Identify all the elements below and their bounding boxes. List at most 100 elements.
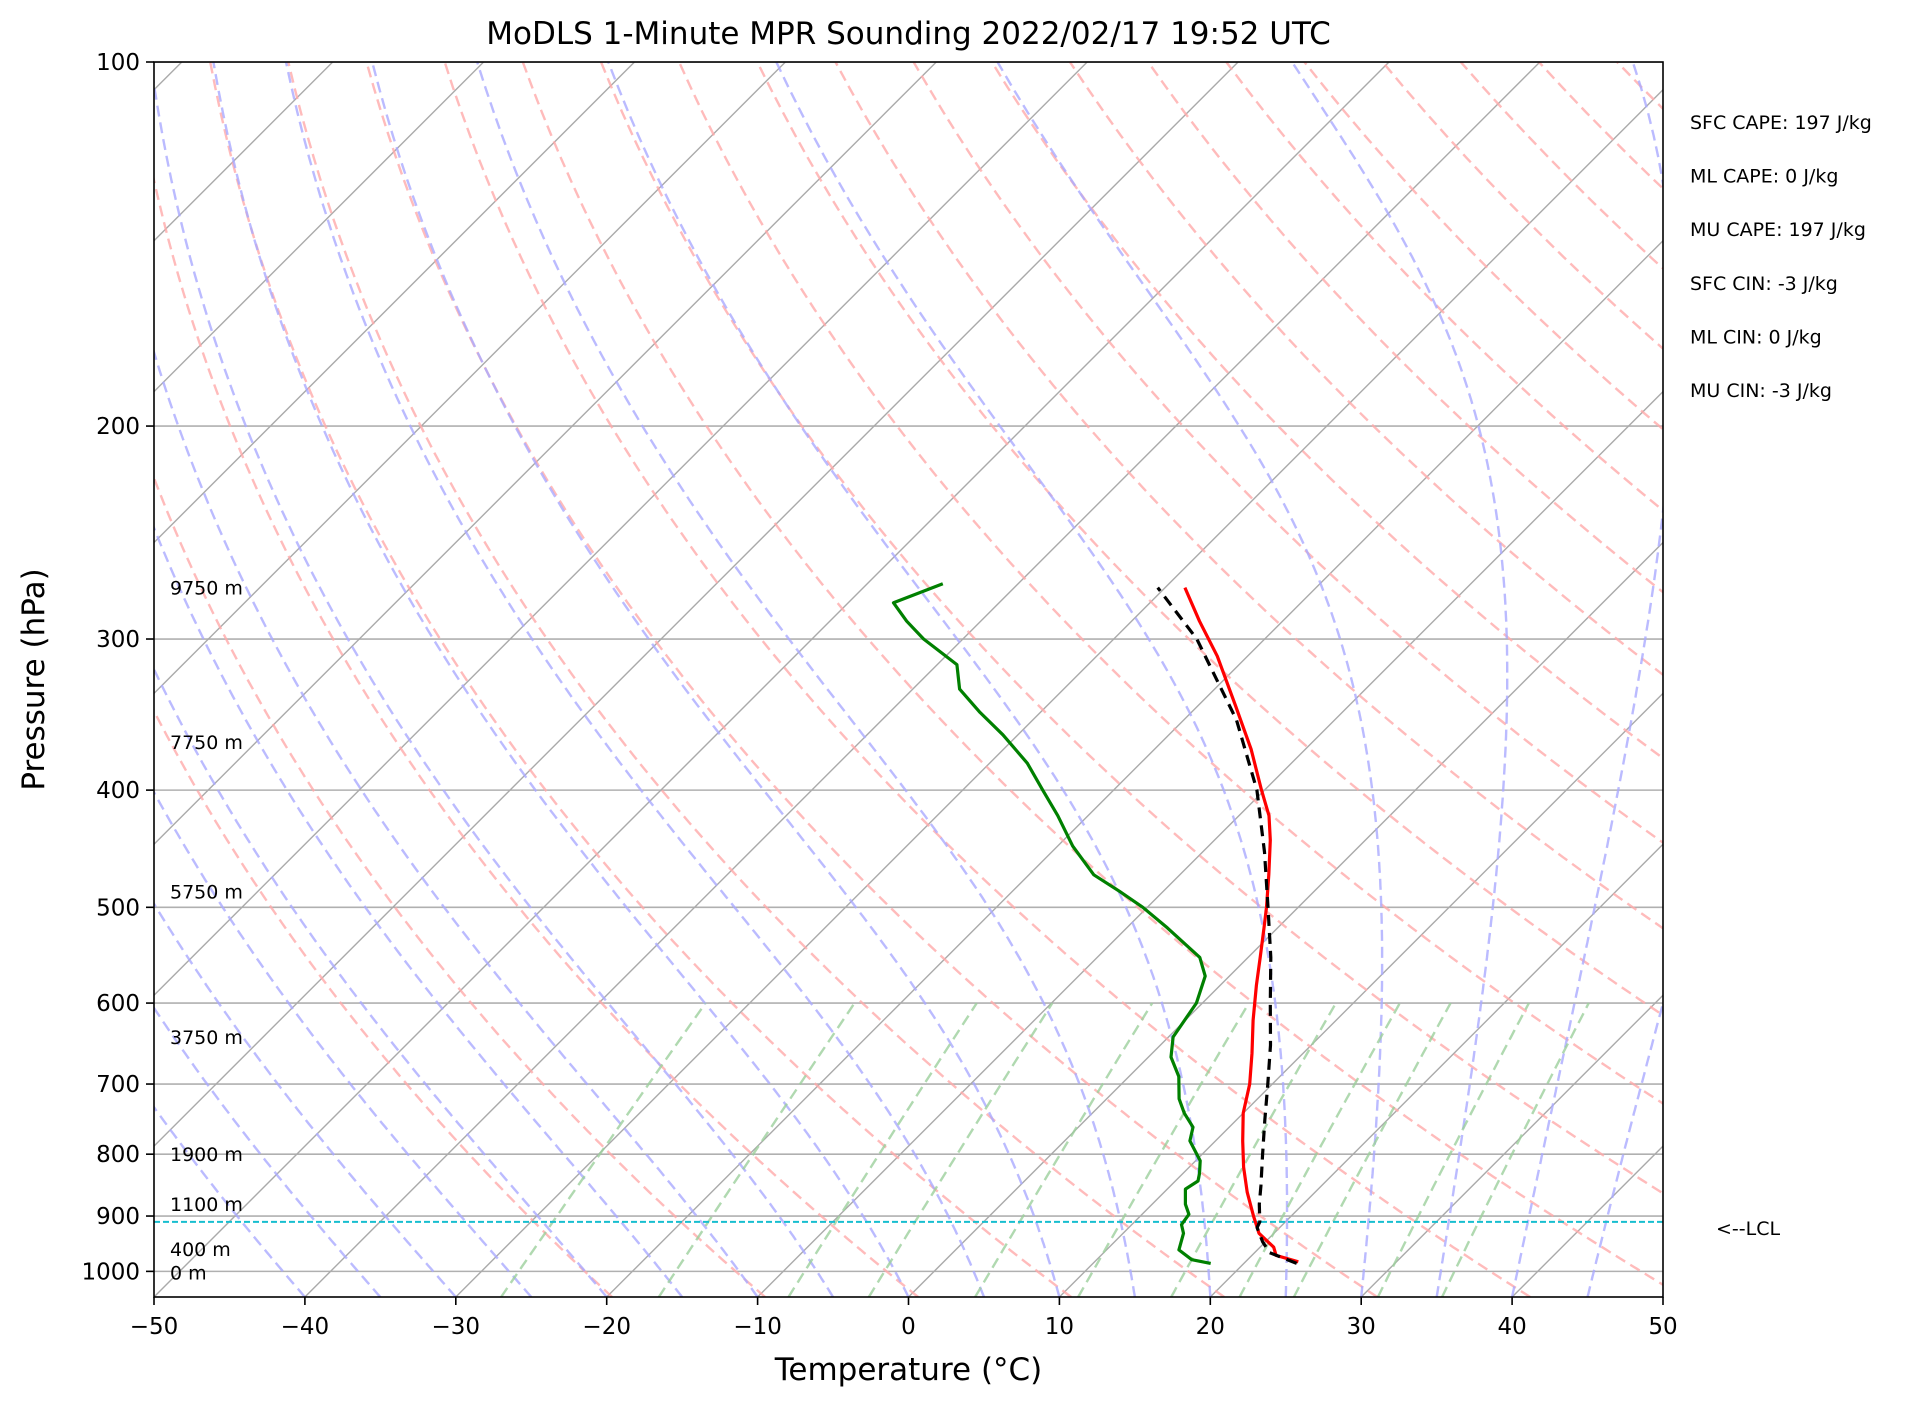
dry-adiabat-line xyxy=(1225,62,1663,512)
y-tick-label: 1000 xyxy=(81,1259,140,1285)
moist-adiabat-line xyxy=(154,789,533,1297)
height-label: 7750 m xyxy=(170,732,243,754)
mixing-ratio-line xyxy=(787,1002,978,1297)
moist-adiabat-line xyxy=(284,62,986,1297)
y-tick-label: 100 xyxy=(96,50,140,76)
dry-adiabat-line xyxy=(1616,62,1663,111)
x-axis-label: Temperature (°C) xyxy=(774,1352,1043,1388)
height-label: 1100 m xyxy=(170,1194,243,1216)
x-tick-label: −40 xyxy=(281,1314,330,1340)
isotherm-line xyxy=(908,541,1663,1297)
moist-adiabat-line xyxy=(371,62,1061,1297)
dry-adiabat-line xyxy=(1147,62,1663,594)
y-tick-label: 700 xyxy=(96,1072,140,1098)
annotations: 9750 m 7750 m 5750 m 3750 m 1900 m 1100 m 400 … xyxy=(170,112,1872,1284)
temperature-line xyxy=(1183,586,1299,1264)
isotherm-line xyxy=(1360,994,1663,1297)
stat-line: ML CIN: 0 J/kg xyxy=(1690,326,1822,348)
isotherm-line xyxy=(154,62,786,695)
height-label: 5750 m xyxy=(170,881,243,903)
isotherm-line xyxy=(154,62,937,846)
x-tick-label: 40 xyxy=(1497,1314,1526,1340)
isotherm-line xyxy=(1662,1296,1663,1297)
height-label: 3750 m xyxy=(170,1027,243,1049)
dry-adiabat-line xyxy=(154,708,613,1297)
dry-adiabat-line xyxy=(912,62,1663,845)
mixing-ratio-line xyxy=(1077,1002,1250,1297)
dry-adiabat-line xyxy=(1538,62,1663,191)
moist-adiabat-line xyxy=(1290,62,1509,1297)
mixing-ratio-line xyxy=(1292,1002,1452,1297)
dry-adiabat-line xyxy=(365,62,1378,1297)
moist-adiabat-line xyxy=(996,62,1384,1297)
dry-adiabat-line xyxy=(154,474,766,1297)
moist-adiabat-line xyxy=(1510,62,1663,1297)
plot-frame xyxy=(153,61,1664,1298)
dry-adiabat-line xyxy=(990,62,1663,760)
x-tick-label: 10 xyxy=(1045,1314,1074,1340)
y-tick-label: 500 xyxy=(96,895,140,921)
isotherm-line xyxy=(154,62,1239,1148)
dry-adiabat-line xyxy=(154,174,919,1297)
x-tick-label: −20 xyxy=(582,1314,631,1340)
stat-line: MU CAPE: 197 J/kg xyxy=(1690,219,1866,241)
x-tick-label: −10 xyxy=(733,1314,782,1340)
moist-adiabat-line xyxy=(154,524,684,1297)
dry-adiabat-line xyxy=(209,62,1072,1297)
moist-adiabat-line xyxy=(607,62,1212,1297)
moist-adiabat-line xyxy=(154,1005,382,1297)
x-tick-label: −50 xyxy=(130,1314,179,1340)
height-label: 400 m xyxy=(170,1239,231,1261)
moist-adiabat-line xyxy=(476,62,1136,1297)
isotherm-line xyxy=(455,88,1663,1297)
dewpoint-line xyxy=(891,582,1212,1265)
y-axis-label: Pressure (hPa) xyxy=(16,568,52,790)
x-tick-label: 0 xyxy=(901,1314,916,1340)
chart-title: MoDLS 1-Minute MPR Sounding 2022/02/17 1… xyxy=(486,16,1330,52)
mixing-ratio-line xyxy=(1170,1002,1337,1297)
stat-line: MU CIN: -3 J/kg xyxy=(1690,380,1832,402)
dry-adiabat-line xyxy=(678,62,1663,1105)
stat-line: SFC CIN: -3 J/kg xyxy=(1690,273,1838,295)
dry-adiabat-line xyxy=(1773,62,1911,1297)
dry-adiabat-line xyxy=(756,62,1663,1017)
stat-line: ML CAPE: 0 J/kg xyxy=(1690,166,1838,188)
y-tick-label: 200 xyxy=(96,414,140,440)
mixing-ratio-line xyxy=(1238,1002,1401,1297)
stat-line: SFC CAPE: 197 J/kg xyxy=(1690,112,1872,134)
isotherm-line xyxy=(1511,1145,1663,1297)
mixing-ratio-line xyxy=(500,1002,707,1297)
dry-adiabat-line xyxy=(599,62,1663,1195)
isotherm-line xyxy=(154,62,485,393)
dry-adiabat-line xyxy=(287,62,1225,1297)
sounding-lines xyxy=(154,582,1663,1265)
moist-adiabat-line xyxy=(154,76,835,1297)
dry-adiabat-line xyxy=(1459,62,1663,271)
moist-adiabat-line xyxy=(775,62,1289,1297)
x-tick-label: −30 xyxy=(432,1314,481,1340)
dry-adiabat-line xyxy=(1695,62,1911,1297)
dry-adiabat-line xyxy=(521,62,1663,1287)
x-tick-label: 50 xyxy=(1648,1314,1677,1340)
moist-adiabat-line xyxy=(154,348,759,1297)
y-tick-label: 400 xyxy=(96,778,140,804)
height-label: 0 m xyxy=(170,1262,207,1284)
y-tick-label: 300 xyxy=(96,627,140,653)
isotherm-line xyxy=(154,62,635,544)
mixing-ratio-line xyxy=(1376,1002,1530,1297)
moist-adiabat-line xyxy=(1661,1292,1663,1297)
parcel-line xyxy=(1156,586,1298,1265)
isotherm-line xyxy=(1058,692,1663,1297)
mixing-ratio-line xyxy=(867,1002,1054,1297)
moist-adiabat-line xyxy=(154,1105,306,1297)
y-tick-label: 600 xyxy=(96,991,140,1017)
height-label: 9750 m xyxy=(170,578,243,600)
isotherm-line xyxy=(757,390,1663,1297)
background-lines xyxy=(154,62,1911,1297)
y-tick-label: 800 xyxy=(96,1142,140,1168)
isotherm-line xyxy=(1209,843,1663,1297)
isotherm-line xyxy=(304,62,1541,1297)
y-tick-label: 900 xyxy=(96,1204,140,1230)
